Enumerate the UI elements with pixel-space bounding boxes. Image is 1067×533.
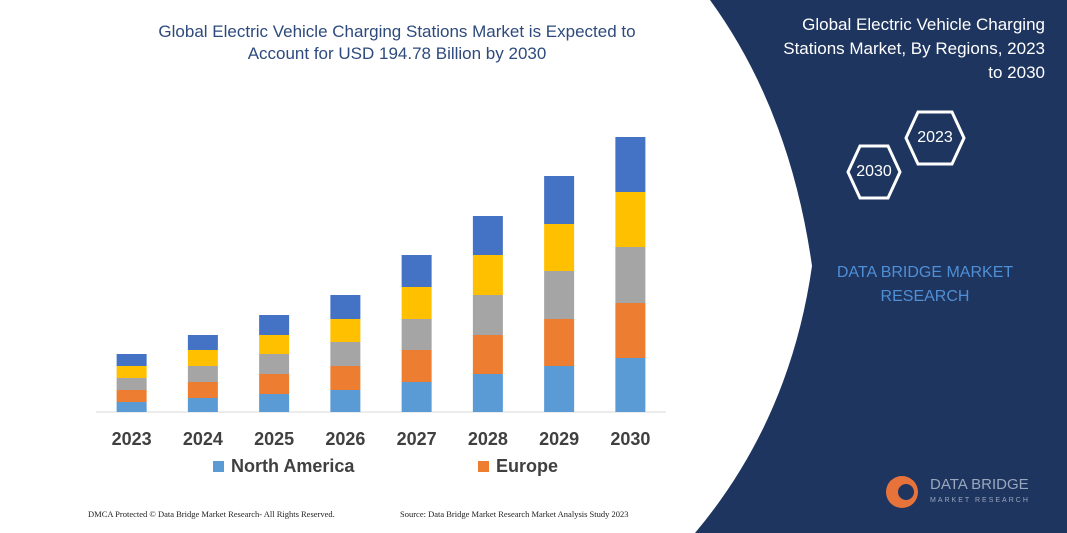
x-tick-label: 2026 (325, 429, 365, 449)
bar-segment (472, 374, 503, 412)
bar-segment (187, 366, 218, 382)
bar-segment (259, 315, 290, 335)
bar-segment (330, 319, 361, 342)
x-tick-label: 2029 (539, 429, 579, 449)
bar-segment (259, 335, 290, 354)
bar-segment (401, 319, 432, 350)
panel-title: Global Electric Vehicle Charging Stations… (783, 15, 1045, 82)
bar-segment (187, 382, 218, 398)
logo-tagline: MARKET RESEARCH (930, 497, 1030, 504)
hexagon (846, 144, 902, 200)
x-tick-label: 2028 (468, 429, 508, 449)
x-tick-label: 2030 (610, 429, 650, 449)
bar-segment (116, 366, 147, 378)
bar-segment (401, 382, 432, 412)
bar-segment (544, 366, 575, 412)
bar-segment (472, 295, 503, 335)
bar-segment (472, 255, 503, 295)
chart-title: Global Electric Vehicle Charging Station… (158, 22, 635, 63)
bar-segment (259, 354, 290, 374)
footer-text: Source: Data Bridge Market Research Mark… (400, 509, 629, 519)
bar-segment (116, 402, 147, 412)
x-tick-label: 2023 (112, 429, 152, 449)
footer-text: DMCA Protected © Data Bridge Market Rese… (88, 509, 335, 519)
bar-segment (187, 350, 218, 366)
bar-segment (330, 295, 361, 319)
legend-swatch (478, 461, 489, 472)
bar-segment (116, 378, 147, 390)
bar-segment (544, 319, 575, 366)
hex-label: 2023 (917, 129, 953, 146)
bar-segment (472, 216, 503, 255)
hex-label: 2030 (856, 163, 892, 180)
bar-segment (330, 366, 361, 390)
logo-mark (898, 484, 914, 500)
side-panel (695, 0, 1067, 533)
legend-swatch (213, 461, 224, 472)
bar-segment (615, 247, 646, 303)
bar-segment (330, 342, 361, 366)
bar-segment (615, 192, 646, 247)
bar-segment (615, 358, 646, 412)
bar-segment (401, 287, 432, 319)
bar-segment (615, 303, 646, 358)
x-tick-label: 2027 (397, 429, 437, 449)
bar-segment (615, 137, 646, 192)
hexagon (904, 110, 966, 166)
brand-text: DATA BRIDGE MARKET RESEARCH (837, 264, 1014, 305)
bar-segment (187, 398, 218, 412)
bar-segment (544, 224, 575, 271)
bar-segment (116, 354, 147, 366)
logo-name: DATA BRIDGE (930, 476, 1029, 493)
bar-segment (187, 335, 218, 350)
bar-segment (544, 271, 575, 319)
bar-segment (401, 350, 432, 382)
bar-segment (116, 390, 147, 402)
bar-segment (259, 374, 290, 394)
bar-segment (472, 335, 503, 374)
bar-segment (401, 255, 432, 287)
x-tick-label: 2025 (254, 429, 294, 449)
bar-segment (544, 176, 575, 224)
legend-label: North America (231, 456, 355, 476)
x-tick-label: 2024 (183, 429, 223, 449)
bar-segment (330, 390, 361, 412)
bar-segment (259, 394, 290, 412)
legend-label: Europe (496, 456, 558, 476)
